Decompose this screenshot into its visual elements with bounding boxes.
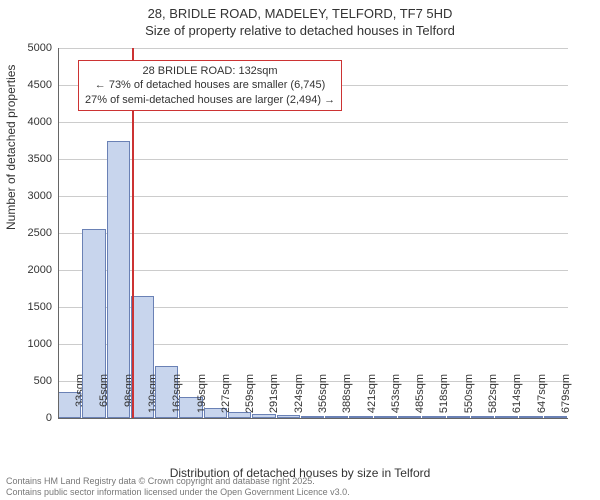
title-line2: Size of property relative to detached ho… <box>145 23 455 38</box>
y-tick-label: 5000 <box>12 42 52 54</box>
y-tick-label: 1000 <box>12 338 52 350</box>
x-axis-line <box>58 418 568 419</box>
gridline <box>58 159 568 160</box>
chart-title: 28, BRIDLE ROAD, MADELEY, TELFORD, TF7 5… <box>0 0 600 40</box>
y-tick-label: 1500 <box>12 301 52 313</box>
chart-plot-area: 0500100015002000250030003500400045005000… <box>58 48 568 418</box>
y-tick-label: 3000 <box>12 190 52 202</box>
annotation-line2: ← 73% of detached houses are smaller (6,… <box>95 79 326 91</box>
footer-attribution: Contains HM Land Registry data © Crown c… <box>6 476 350 498</box>
y-tick-label: 500 <box>12 375 52 387</box>
gridline <box>58 122 568 123</box>
gridline <box>58 48 568 49</box>
y-tick-label: 2000 <box>12 264 52 276</box>
y-tick-label: 4000 <box>12 116 52 128</box>
annotation-box: 28 BRIDLE ROAD: 132sqm ← 73% of detached… <box>78 60 342 111</box>
y-tick-label: 0 <box>12 412 52 424</box>
gridline <box>58 196 568 197</box>
y-axis-line <box>58 48 59 418</box>
annotation-line3: 27% of semi-detached houses are larger (… <box>85 94 335 106</box>
footer-line1: Contains HM Land Registry data © Crown c… <box>6 476 315 486</box>
title-line1: 28, BRIDLE ROAD, MADELEY, TELFORD, TF7 5… <box>148 6 453 21</box>
annotation-line1: 28 BRIDLE ROAD: 132sqm <box>142 65 277 77</box>
gridline <box>58 233 568 234</box>
y-tick-label: 3500 <box>12 153 52 165</box>
y-tick-label: 4500 <box>12 79 52 91</box>
x-tick-label: 679sqm <box>560 374 572 424</box>
footer-line2: Contains public sector information licen… <box>6 487 350 497</box>
y-tick-label: 2500 <box>12 227 52 239</box>
gridline <box>58 270 568 271</box>
